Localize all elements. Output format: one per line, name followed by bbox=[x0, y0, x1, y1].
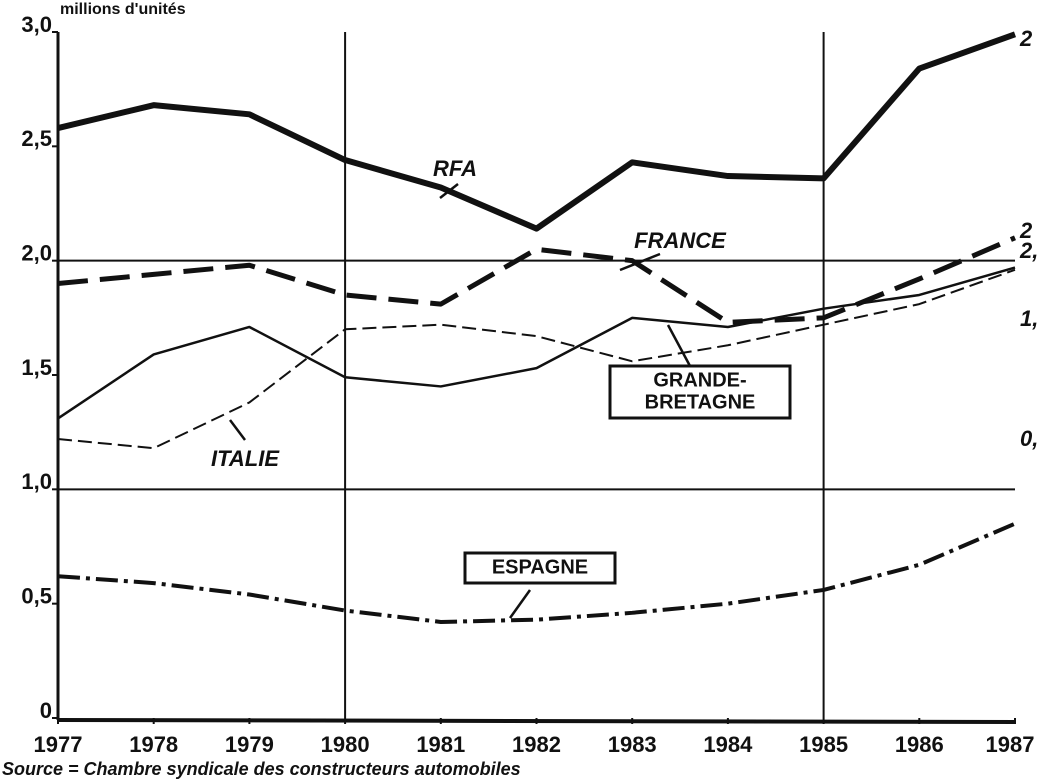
y-tick-label: 2,0 bbox=[21, 240, 52, 265]
series-label: FRANCE bbox=[634, 228, 727, 253]
leader-line bbox=[229, 419, 246, 441]
x-tick-label: 1984 bbox=[703, 732, 753, 757]
series-label: BRETAGNE bbox=[645, 391, 756, 413]
source: Source = Chambre syndicale des construct… bbox=[2, 759, 521, 779]
x-tick-label: 1985 bbox=[799, 732, 848, 757]
line-series bbox=[57, 266, 1016, 420]
x-tick-label: 1981 bbox=[416, 732, 465, 757]
y-tick-label: 3,0 bbox=[21, 12, 52, 37]
y-tick-label: 0 bbox=[40, 698, 52, 723]
series-label: ITALIE bbox=[211, 446, 280, 471]
end-label: 2 bbox=[1019, 218, 1033, 243]
y-tick-label: 0,5 bbox=[21, 583, 52, 608]
end-label: 2 bbox=[1019, 26, 1033, 51]
line-series bbox=[57, 31, 1017, 232]
x-tick-label: 1977 bbox=[34, 732, 83, 757]
line-series bbox=[57, 235, 1016, 325]
leader-line bbox=[619, 252, 661, 272]
x-tick-label: 1979 bbox=[225, 732, 274, 757]
x-tick-label: 1978 bbox=[129, 732, 178, 757]
x-tick-label: 1982 bbox=[512, 732, 561, 757]
label-box bbox=[463, 551, 617, 585]
line-series bbox=[57, 268, 1016, 450]
series-label: GRANDE- bbox=[653, 369, 746, 391]
end-label: 1, bbox=[1020, 306, 1038, 331]
x-tick-label: 1986 bbox=[895, 732, 944, 757]
line-series bbox=[57, 521, 1016, 624]
leader-line bbox=[666, 324, 692, 367]
leader-line bbox=[439, 183, 459, 199]
y-tick-label: 2,5 bbox=[21, 126, 52, 151]
end-label: 2, bbox=[1019, 238, 1038, 263]
y-axis-label: millions d'unités bbox=[60, 1, 186, 18]
leader-line bbox=[508, 589, 532, 619]
x-tick-label: 1980 bbox=[321, 732, 370, 757]
x-tick-label: 1987 bbox=[986, 732, 1035, 757]
label-box bbox=[608, 364, 792, 420]
x-tick-label: 1983 bbox=[608, 732, 657, 757]
end-label: 0, bbox=[1020, 426, 1038, 451]
y-tick-label: 1,5 bbox=[21, 355, 52, 380]
y-tick-label: 1,0 bbox=[21, 469, 52, 494]
series-label: ESPAGNE bbox=[492, 556, 588, 578]
series-label: RFA bbox=[433, 156, 477, 181]
